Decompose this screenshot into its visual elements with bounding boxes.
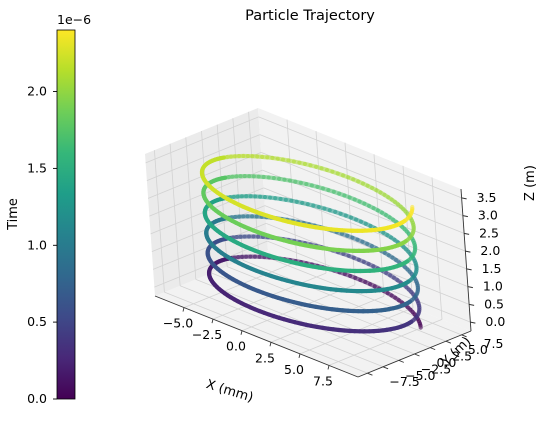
tick-mark [240, 330, 243, 335]
grid-line [145, 116, 259, 164]
z-tick-label: 0.5 [484, 296, 504, 311]
z-tick-label: 2.0 [480, 243, 500, 258]
x-tick-label: 2.5 [255, 350, 275, 365]
tick-mark [465, 250, 471, 253]
colorbar-offset-text: 1e−6 [57, 12, 91, 27]
tick-mark [462, 215, 468, 218]
grid-line [147, 152, 262, 199]
y-tick-label: 2.5 [452, 349, 472, 364]
y-tick-label: −2.5 [421, 361, 451, 376]
x-tick-label: −2.5 [192, 327, 222, 342]
x-axis-line [154, 295, 359, 378]
z-tick-label: 3.0 [478, 208, 498, 223]
tick-mark [382, 366, 389, 370]
tick-mark [269, 342, 272, 347]
colorbar-tick-label: 2.0 [27, 84, 47, 99]
tick-mark [466, 268, 472, 271]
tick-mark [467, 286, 473, 289]
colorbar-tick-label: 0.0 [27, 391, 47, 406]
tick-mark [445, 340, 452, 344]
y-tick-label: −7.5 [389, 374, 419, 389]
z-axis-label: Z (m) [523, 165, 538, 201]
tick-mark [211, 319, 214, 324]
colorbar: 0.0 0.5 1.0 1.5 2.0 1e−6 Time [6, 12, 91, 406]
tick-mark [470, 321, 476, 324]
grid-line [260, 152, 465, 234]
grid-line [195, 279, 399, 361]
y-tick-label: 7.5 [484, 336, 504, 351]
tick-mark [461, 334, 467, 338]
z-tick-label: 1.5 [482, 261, 502, 276]
tick-mark [461, 197, 467, 200]
grid-line [146, 134, 261, 181]
tick-mark [430, 347, 436, 351]
x-axis-label: X (mm) [204, 377, 255, 406]
x-tick-label: 7.5 [313, 373, 333, 388]
x-tick-label: −5.0 [163, 316, 193, 331]
colorbar-tick-label: 1.5 [27, 160, 47, 175]
tick-mark [367, 372, 373, 376]
trajectory-series [199, 153, 423, 334]
x-tick-label: 0.0 [226, 339, 246, 354]
grid-line [242, 259, 447, 342]
grid-line [179, 285, 384, 368]
tick-mark [464, 232, 470, 235]
colorbar-tick-label: 0.5 [27, 314, 47, 329]
axis-lines [154, 188, 476, 378]
z-tick-label: 1.0 [483, 279, 503, 294]
grid-line [264, 205, 469, 287]
colorbar-gradient [56, 29, 76, 400]
tick-mark [182, 307, 185, 312]
grid-line [169, 143, 181, 286]
tick-mark [414, 353, 420, 357]
grid-line [431, 177, 443, 320]
tick-mark [469, 303, 475, 306]
tick-labels: −5.0−2.50.02.55.07.5 −7.5−5.0−2.50.02.55.… [163, 190, 506, 389]
z-tick-label: 3.5 [477, 190, 497, 205]
x-tick-label: 5.0 [284, 362, 304, 377]
y-tick-label: 5.0 [468, 342, 488, 357]
colorbar-ticks: 0.0 0.5 1.0 1.5 2.0 [27, 84, 57, 406]
grid-line [344, 142, 356, 285]
grid-line [164, 291, 368, 374]
tick-mark [298, 353, 301, 358]
y-tick-label: −5.0 [405, 368, 435, 383]
tick-mark [398, 359, 404, 363]
colorbar-label: Time [6, 198, 21, 231]
grid-line [258, 253, 462, 336]
y-tick-label: 0.0 [437, 355, 457, 370]
z-axis-line [460, 188, 472, 332]
z-tick-label: 2.5 [479, 225, 499, 240]
grid-line [258, 116, 462, 199]
chart-title: Particle Trajectory [245, 8, 375, 24]
grid-line [154, 150, 165, 293]
grid-line [259, 134, 464, 216]
grid-line [286, 119, 298, 262]
z-tick-label: 0.0 [485, 314, 505, 329]
colorbar-tick-label: 1.0 [27, 237, 47, 252]
grid-line [185, 137, 197, 280]
tick-mark [327, 365, 330, 370]
